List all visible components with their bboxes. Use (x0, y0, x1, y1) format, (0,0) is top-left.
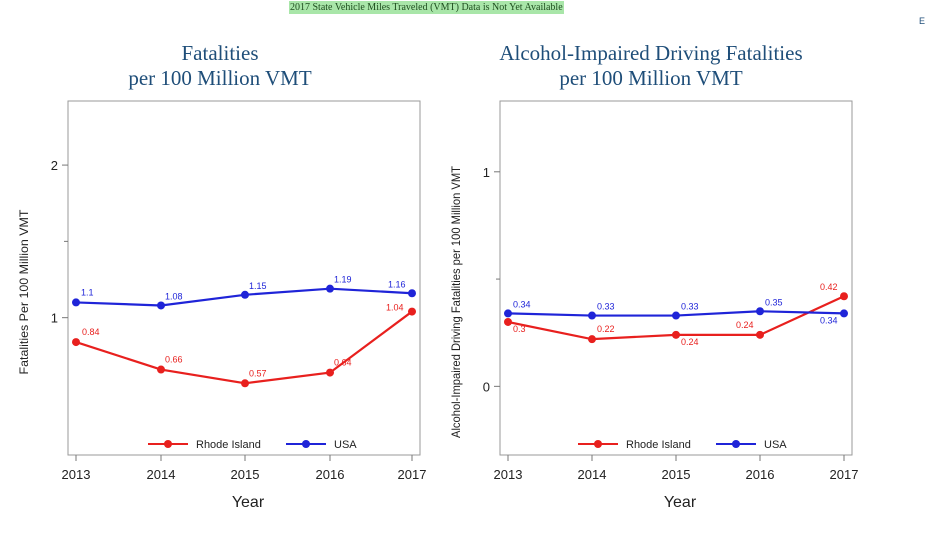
data-label: 0.35 (765, 297, 783, 307)
data-label: 0.66 (165, 355, 183, 365)
legend-label: USA (764, 439, 787, 451)
data-point (672, 311, 680, 320)
data-point (157, 301, 165, 310)
data-label: 0.34 (820, 315, 838, 325)
data-label: 0.24 (736, 320, 754, 330)
series-line-rhode-island (75, 310, 413, 385)
x-axis-title: Year (232, 494, 265, 511)
x-axis-title: Year (664, 494, 697, 511)
data-label: 0.84 (82, 327, 100, 337)
clipped-edge-text: E (919, 16, 925, 26)
data-point (241, 379, 249, 388)
x-tick-label: 2016 (746, 467, 775, 482)
x-tick-label: 2015 (662, 467, 691, 482)
data-point (504, 317, 512, 326)
data-label: 0.64 (334, 358, 352, 368)
data-label: 1.04 (386, 303, 404, 313)
chart-title-line: Fatalities (182, 41, 259, 65)
data-label: 0.3 (513, 324, 526, 334)
data-point (840, 309, 848, 318)
data-point (241, 290, 249, 299)
data-point (326, 368, 334, 377)
data-point (326, 284, 334, 293)
data-point (588, 311, 596, 320)
data-point (408, 289, 416, 298)
y-tick-label: 1 (51, 311, 58, 326)
data-label: 0.57 (249, 368, 267, 378)
y-tick-label: 2 (51, 158, 58, 173)
data-point (408, 307, 416, 316)
data-label: 1.08 (165, 291, 183, 301)
legend-swatch-marker (594, 440, 602, 448)
data-label: 0.34 (513, 299, 531, 309)
x-tick-label: 2014 (147, 467, 176, 482)
data-label: 1.1 (81, 287, 94, 297)
plot-frame (499, 100, 853, 456)
data-label: 0.33 (681, 302, 699, 312)
data-label: 0.33 (597, 302, 615, 312)
x-tick-label: 2017 (830, 467, 859, 482)
data-point (72, 298, 80, 307)
x-tick-label: 2017 (398, 467, 427, 482)
data-point (588, 335, 596, 344)
x-tick-label: 2014 (578, 467, 607, 482)
vmt-data-notice: 2017 State Vehicle Miles Traveled (VMT) … (289, 1, 564, 14)
x-tick-label: 2013 (62, 467, 91, 482)
data-label: 1.15 (249, 281, 267, 291)
legend-label: Rhode Island (626, 439, 691, 451)
legend-swatch-marker (732, 440, 740, 448)
data-point (756, 307, 764, 316)
x-tick-label: 2015 (231, 467, 260, 482)
y-tick-label: 1 (483, 165, 490, 180)
plot-frame (67, 100, 421, 456)
legend-swatch-marker (164, 440, 172, 448)
chart-title-line: per 100 Million VMT (559, 66, 743, 90)
data-point (72, 338, 80, 347)
y-axis-title: Fatalities Per 100 Million VMT (17, 209, 31, 375)
data-label: 1.16 (388, 279, 406, 289)
data-point (504, 309, 512, 318)
legend-label: Rhode Island (196, 439, 261, 451)
y-axis-title: Alcohol-Impaired Driving Fatalities per … (449, 165, 463, 438)
chart-title-line: Alcohol-Impaired Driving Fatalities (499, 41, 802, 65)
data-point (840, 292, 848, 301)
y-tick-label: 0 (483, 379, 490, 394)
data-label: 1.19 (334, 275, 352, 285)
chart-title-line: per 100 Million VMT (128, 66, 312, 90)
x-tick-label: 2013 (494, 467, 523, 482)
x-tick-label: 2016 (316, 467, 345, 482)
data-point (756, 330, 764, 339)
data-point (672, 330, 680, 339)
data-point (157, 365, 165, 374)
data-label: 0.42 (820, 282, 838, 292)
legend-label: USA (334, 439, 357, 451)
legend-swatch-marker (302, 440, 310, 448)
data-label: 0.24 (681, 337, 699, 347)
data-label: 0.22 (597, 324, 615, 334)
